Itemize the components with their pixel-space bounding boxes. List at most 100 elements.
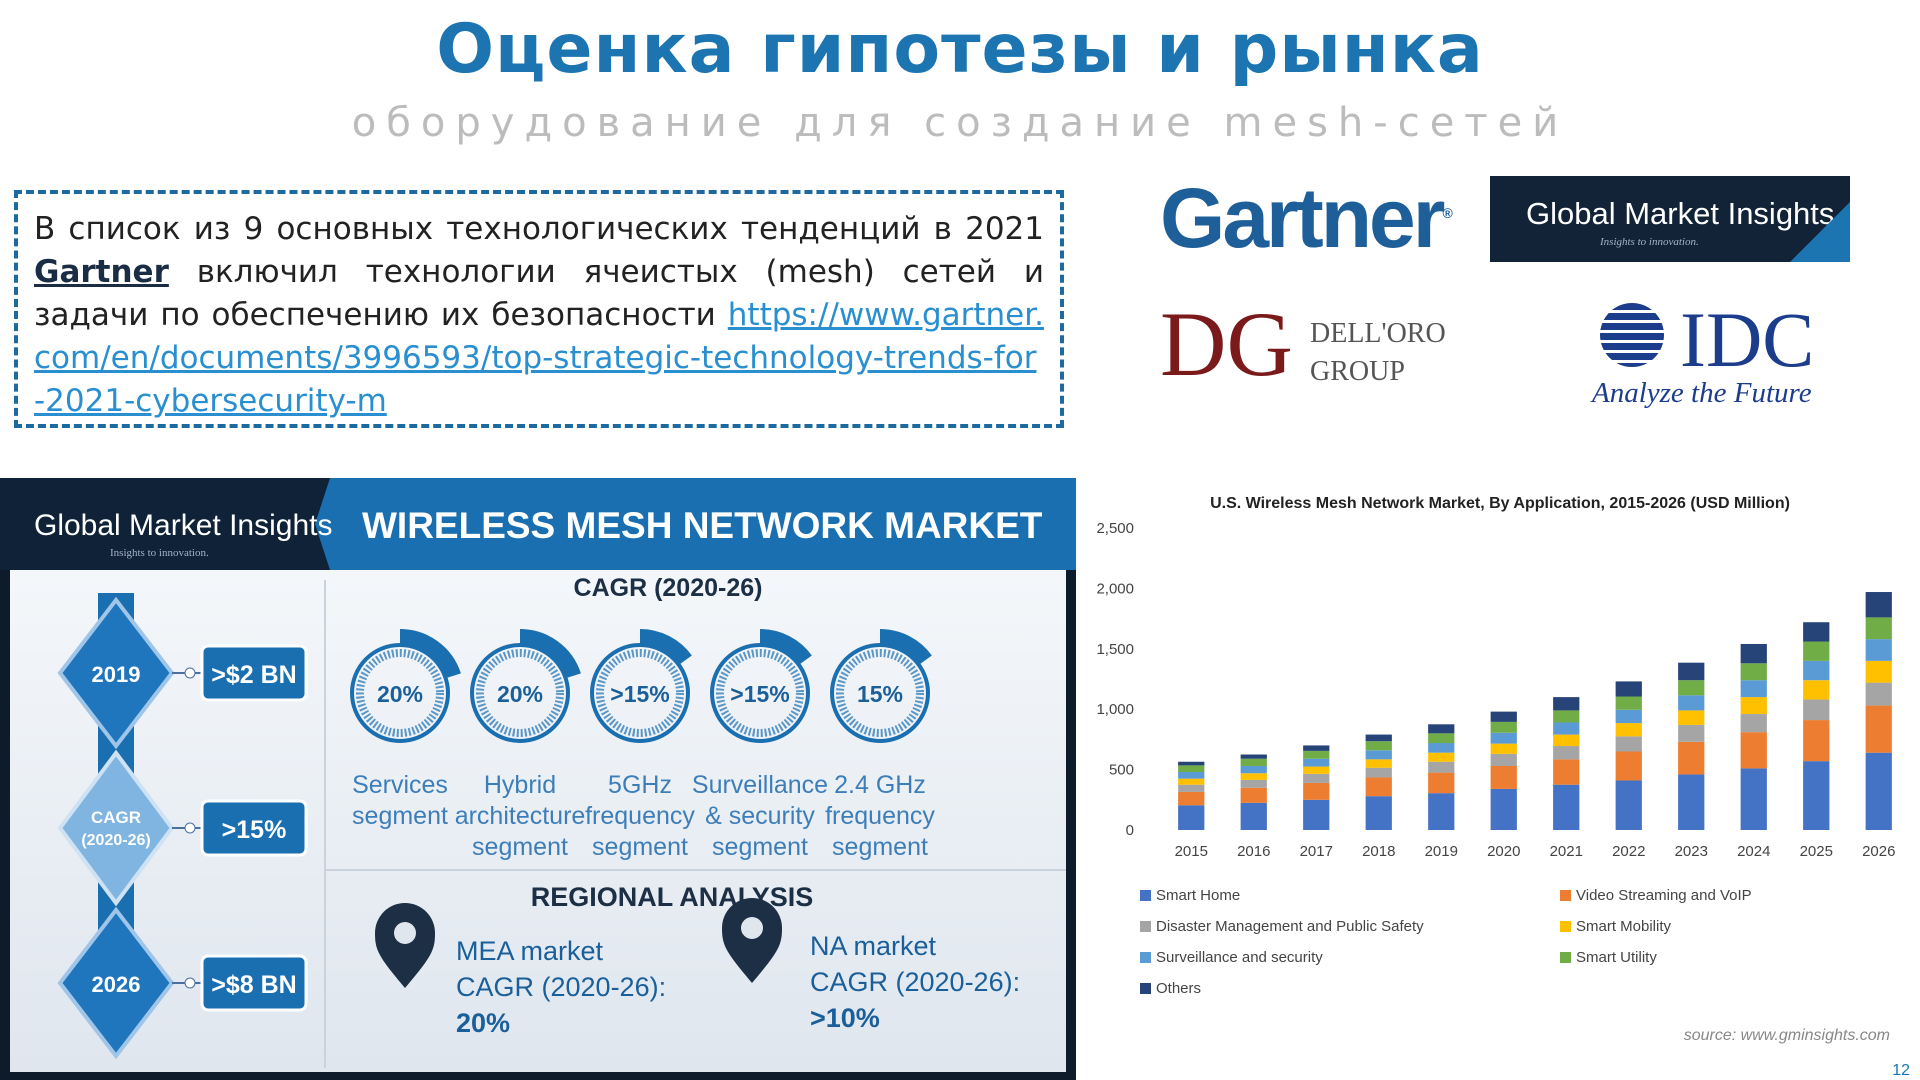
delloro-monogram: DG xyxy=(1160,300,1293,390)
timeline-2019-label: 2019 xyxy=(92,662,141,687)
gmi-logo-tagline: Insights to innovation. xyxy=(1600,236,1699,248)
bar-segment xyxy=(1178,772,1205,779)
bar-segment xyxy=(1240,758,1267,766)
bar-segment xyxy=(1365,741,1392,751)
us-mesh-market-chart: U.S. Wireless Mesh Network Market, By Ap… xyxy=(1096,495,1895,1044)
gauge-arc xyxy=(696,629,824,757)
infographic-title-band xyxy=(315,478,1076,570)
gmi-logo: Global Market Insights Insights to innov… xyxy=(1490,176,1850,262)
x-tick-label: 2021 xyxy=(1550,843,1583,860)
bar-segment xyxy=(1553,746,1580,760)
bar-segment xyxy=(1490,732,1517,744)
bar-segment xyxy=(1803,680,1830,700)
bar-segment xyxy=(1803,622,1830,642)
bar-segment xyxy=(1178,761,1205,766)
bar-segment xyxy=(1740,732,1767,769)
bar-segment xyxy=(1240,779,1267,788)
x-tick-label: 2016 xyxy=(1237,843,1270,860)
segment-label: segment xyxy=(472,833,568,861)
gauge-percent: >15% xyxy=(610,681,669,707)
segment-label: segment xyxy=(832,833,928,861)
gauge-arc xyxy=(576,629,704,757)
timeline-cagr-label: CAGR xyxy=(91,808,141,827)
bar-segment xyxy=(1240,754,1267,759)
segment-gauges: 20%Servicessegment20%Hybridarchitectures… xyxy=(336,629,944,861)
gauge-percent: 15% xyxy=(857,681,903,707)
legend-label: Others xyxy=(1156,980,1201,997)
segment-label: segment xyxy=(712,833,808,861)
legend-swatch xyxy=(1140,890,1151,901)
bar-segment xyxy=(1303,745,1330,751)
timeline-cagr-value: >15% xyxy=(222,816,287,844)
gauge-outer-ring xyxy=(590,643,690,743)
gartner-info-box: В список из 9 основных технологических т… xyxy=(14,190,1064,428)
bar-segment xyxy=(1178,791,1205,806)
bar-segment xyxy=(1803,641,1830,661)
delloro-logo: DG DELL'ORO GROUP xyxy=(1160,300,1446,390)
bar-segment xyxy=(1615,709,1642,724)
bar-segment xyxy=(1615,681,1642,697)
gauge-percent: 20% xyxy=(497,681,543,707)
y-tick-label: 1,500 xyxy=(1096,641,1134,658)
timeline-2019-value: >$2 BN xyxy=(211,661,296,689)
chart-title: U.S. Wireless Mesh Network Market, By Ap… xyxy=(1210,495,1790,512)
bar-segment xyxy=(1865,639,1892,661)
legend-label: Surveillance and security xyxy=(1156,949,1323,966)
y-tick-label: 500 xyxy=(1109,762,1134,779)
mea-line3: 20% xyxy=(456,1008,510,1038)
bar-segment xyxy=(1553,710,1580,723)
bar-segment xyxy=(1365,734,1392,742)
x-tick-label: 2017 xyxy=(1300,843,1333,860)
gmi-logo-corner xyxy=(1790,202,1850,262)
bar-segment xyxy=(1428,733,1455,744)
bar-segment xyxy=(1428,724,1455,734)
cagr-header: CAGR (2020-26) xyxy=(574,574,763,602)
na-line2: CAGR (2020-26): xyxy=(810,967,1020,997)
bar-segment xyxy=(1740,680,1767,698)
bar-segment xyxy=(1490,721,1517,733)
y-tick-label: 1,000 xyxy=(1096,701,1134,718)
gartner-logo-text: Gartner xyxy=(1160,171,1445,265)
info-text-rest: включил технологии ячеистых (mesh) сетей… xyxy=(34,254,1044,333)
bar-segment xyxy=(1553,697,1580,711)
bar-segment xyxy=(1740,663,1767,681)
segment-label: 5GHz xyxy=(608,771,672,799)
bar-segment xyxy=(1365,796,1392,830)
gauge-arc xyxy=(816,629,944,757)
na-line3: >10% xyxy=(810,1003,880,1033)
y-tick-label: 2,500 xyxy=(1096,520,1134,537)
bar-segment xyxy=(1865,660,1892,683)
x-tick-label: 2026 xyxy=(1862,843,1895,860)
bar-segment xyxy=(1740,697,1767,715)
bar-segment xyxy=(1615,780,1642,830)
legend-label: Video Streaming and VoIP xyxy=(1576,887,1752,904)
segment-label: frequency xyxy=(585,802,695,830)
bar-segment xyxy=(1240,787,1267,803)
segment-label: Surveillance xyxy=(692,771,828,799)
bar-segment xyxy=(1678,724,1705,742)
legend-label: Smart Home xyxy=(1156,887,1240,904)
segment-gauge: >15% 5GHz frequency segment xyxy=(576,629,704,861)
infographic-brand-tag: Insights to innovation. xyxy=(110,547,209,559)
gauge-outer-ring xyxy=(830,643,930,743)
x-tick-label: 2019 xyxy=(1425,843,1458,860)
gartner-link[interactable]: https://www.gartner.com/en/documents/399… xyxy=(34,297,1045,419)
na-line1: NA market xyxy=(810,931,937,961)
bar-segment xyxy=(1178,778,1205,785)
delloro-line2: GROUP xyxy=(1310,356,1405,387)
bar-segment xyxy=(1303,773,1330,783)
chart-bars xyxy=(1178,592,1892,830)
bar-segment xyxy=(1553,734,1580,747)
bar-segment xyxy=(1490,788,1517,830)
chart-legend: Smart Home Video Streaming and VoIP Disast… xyxy=(1140,887,1752,997)
gauge-tick-ring xyxy=(356,649,444,737)
segment-label: 2.4 GHz xyxy=(834,771,926,799)
gauge-arc xyxy=(456,629,584,757)
bar-segment xyxy=(1803,699,1830,721)
idc-globe-icon xyxy=(1596,303,1668,367)
slide-subtitle: оборудование для создание mesh-сетей xyxy=(351,100,1569,146)
gartner-logo: Gartner® xyxy=(1160,170,1453,267)
legend-swatch xyxy=(1140,952,1151,963)
wireless-mesh-infographic: Global Market Insights Insights to innov… xyxy=(0,478,1076,1080)
chart-source: source: www.gminsights.com xyxy=(1684,1027,1890,1044)
